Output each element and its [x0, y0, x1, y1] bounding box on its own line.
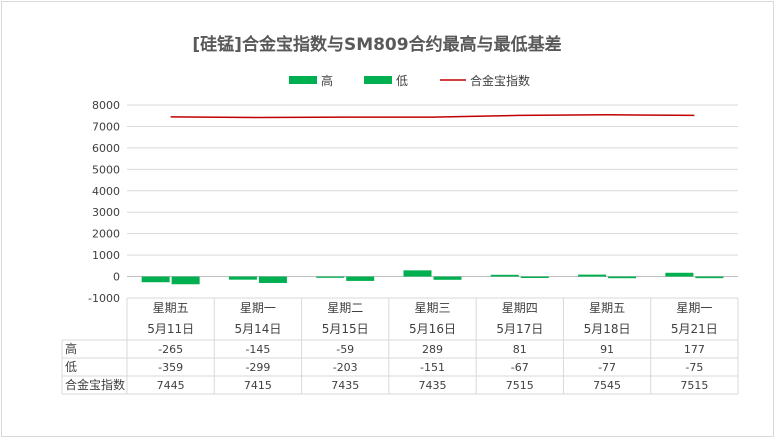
table-cell-value: 7435 [331, 379, 359, 392]
y-tick-label: 5000 [92, 163, 120, 176]
bar-high [228, 276, 257, 280]
table-cell-value: -59 [336, 343, 354, 356]
bar-low [171, 276, 200, 285]
table-cell-value: 7435 [419, 379, 447, 392]
y-tick-label: 1000 [92, 249, 120, 262]
y-tick-label: 7000 [92, 120, 120, 133]
bar-high [316, 276, 345, 278]
y-tick-label: 2000 [92, 228, 120, 241]
bar-high [665, 272, 694, 277]
chart-title: [硅锰]合金宝指数与SM809合约最高与最低基差 [192, 34, 561, 55]
category-day-label: 星期一 [676, 301, 712, 315]
table-cell-value: 91 [600, 343, 614, 356]
table-cell-value: -203 [333, 361, 358, 374]
y-tick-label: 4000 [92, 185, 120, 198]
y-tick-label: 8000 [92, 99, 120, 112]
table-cell-value: -77 [598, 361, 616, 374]
table-cell-value: 7445 [157, 379, 185, 392]
category-date-label: 5月18日 [584, 322, 631, 336]
table-cell-value: 81 [513, 343, 527, 356]
data-table: 星期五 5月11日 星期一 5月14日 星期二 5月15日 星期三 5月16日 星期四 5月17日… [61, 298, 739, 395]
table-row-label: 合金宝指数 [65, 377, 125, 392]
table-cell-value: 7545 [593, 379, 621, 392]
gridlines [127, 104, 738, 299]
table-cell-value: -359 [158, 361, 183, 374]
category-day-label: 星期五 [153, 301, 189, 315]
category-date-label: 5月21日 [671, 322, 718, 336]
legend-label: 合金宝指数 [470, 73, 530, 88]
category-day-label: 星期二 [327, 301, 363, 315]
table-cell-value: 177 [684, 343, 705, 356]
category-day-label: 星期五 [589, 301, 625, 315]
bar-high [403, 270, 432, 277]
category-date-label: 5月14日 [234, 322, 281, 336]
category-date-label: 5月11日 [147, 322, 194, 336]
table-row-label: 低 [65, 360, 77, 374]
bar-high [141, 276, 170, 283]
y-tick-label: 6000 [92, 142, 120, 155]
table-cell-value: 7415 [244, 379, 272, 392]
chart-legend: 高 低 合金宝指数 [289, 73, 530, 88]
table-cell-value: 7515 [680, 379, 708, 392]
bar-high [578, 274, 607, 277]
bar-low [608, 276, 637, 279]
legend-label: 高 [321, 73, 333, 88]
y-tick-label: 3000 [92, 206, 120, 219]
bar-high [490, 274, 519, 277]
table-row-label: 高 [65, 341, 77, 356]
y-tick-label: -1000 [88, 292, 120, 305]
bar-low [346, 276, 375, 281]
category-day-label: 星期一 [240, 301, 276, 315]
legend-label: 低 [396, 74, 408, 88]
index-line [170, 114, 695, 119]
legend-swatch [364, 76, 392, 84]
y-axis: 8000 7000 6000 5000 4000 3000 2000 1000 0 -1000 [88, 99, 120, 305]
category-day-label: 星期三 [414, 301, 450, 315]
category-day-label: 星期四 [502, 301, 538, 315]
table-cell-value: -75 [685, 361, 703, 374]
table-cell-value: 7515 [506, 379, 534, 392]
bar-low [695, 276, 724, 279]
bar-low [520, 276, 549, 278]
line-series [170, 114, 695, 119]
legend-swatch [289, 76, 317, 84]
y-tick-label: 0 [113, 271, 120, 284]
table-cell-value: -299 [245, 361, 270, 374]
table-cell-value: -145 [245, 343, 270, 356]
bar-low [433, 276, 462, 280]
table-cell-value: -265 [158, 343, 183, 356]
table-cell-value: -67 [511, 361, 529, 374]
table-cell-value: 289 [422, 343, 443, 356]
bar-series [141, 270, 724, 285]
category-date-label: 5月17日 [496, 322, 543, 336]
category-date-label: 5月16日 [409, 322, 456, 336]
category-date-label: 5月15日 [322, 322, 369, 336]
table-cell-value: -151 [420, 361, 445, 374]
bar-low [258, 276, 287, 283]
